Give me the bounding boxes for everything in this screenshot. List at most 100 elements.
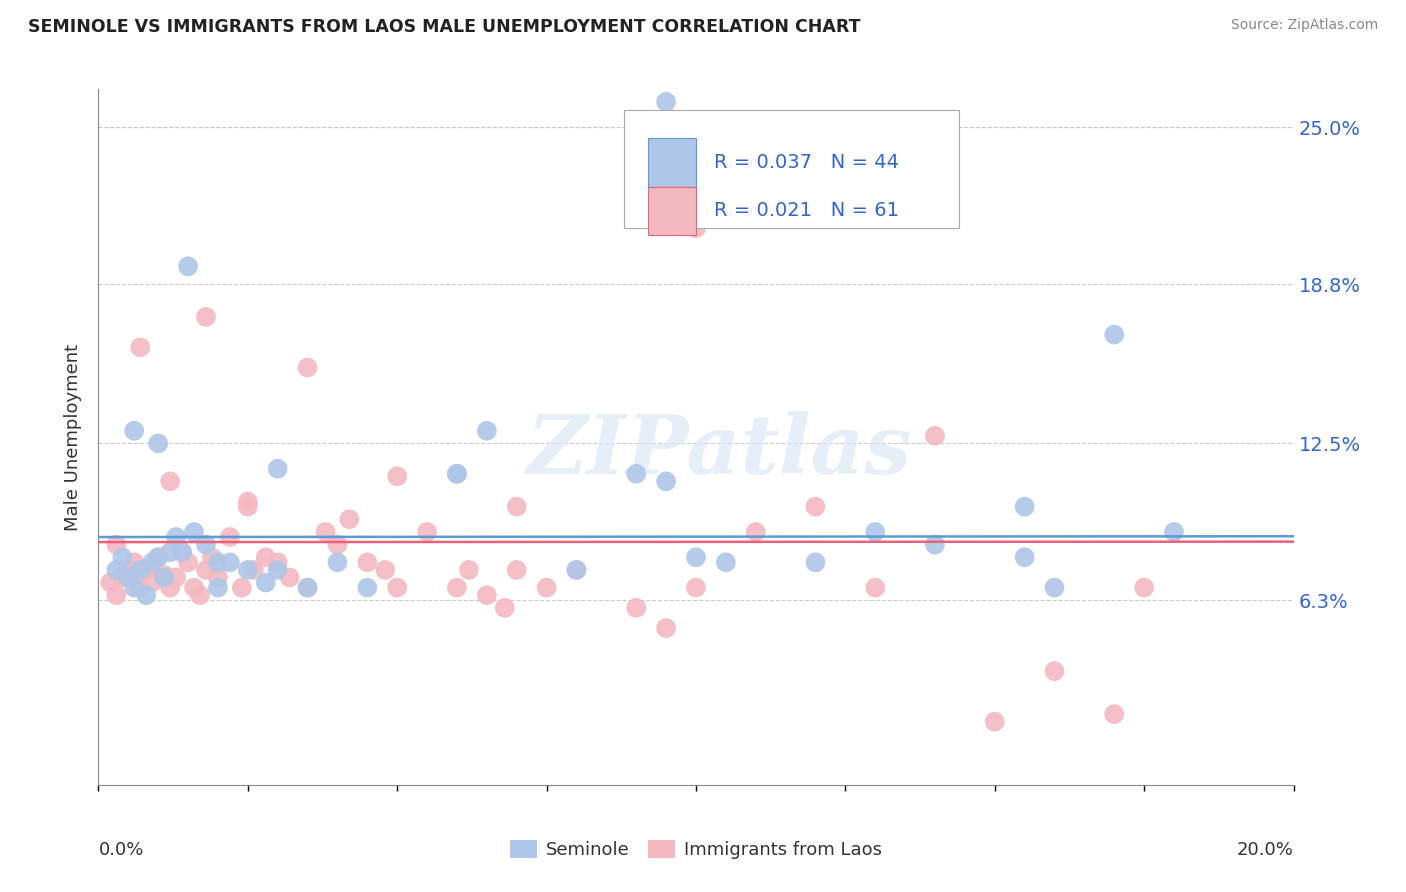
Point: [655, 621, 678, 635]
Point: [385, 581, 409, 595]
Point: [129, 563, 152, 577]
Point: [183, 524, 205, 539]
Point: [195, 310, 218, 324]
Point: [236, 494, 259, 508]
Point: [1104, 327, 1126, 342]
Point: [100, 575, 122, 590]
Point: [326, 538, 349, 552]
Point: [315, 524, 337, 539]
Point: [111, 550, 134, 565]
Point: [195, 538, 218, 552]
Point: [1014, 500, 1036, 514]
Point: [207, 555, 229, 569]
Point: [219, 555, 242, 569]
Point: [159, 475, 181, 489]
Point: [105, 563, 128, 577]
Text: 0.0%: 0.0%: [98, 840, 143, 859]
Point: [356, 581, 378, 595]
Point: [129, 340, 152, 354]
Point: [177, 555, 200, 569]
Point: [177, 260, 200, 274]
Point: [129, 581, 152, 595]
Point: [219, 530, 242, 544]
Point: [655, 95, 678, 109]
Point: [159, 545, 181, 559]
Point: [374, 563, 396, 577]
Point: [172, 545, 194, 559]
Point: [1133, 581, 1156, 595]
Point: [356, 555, 378, 569]
Point: [243, 563, 266, 577]
Point: [165, 530, 187, 544]
Point: [804, 500, 827, 514]
Point: [188, 588, 211, 602]
Point: [201, 550, 224, 565]
Point: [626, 467, 648, 481]
Legend: Seminole, Immigrants from Laos: Seminole, Immigrants from Laos: [503, 832, 889, 866]
Point: [685, 581, 707, 595]
Point: [506, 500, 529, 514]
Point: [458, 563, 481, 577]
Point: [105, 538, 128, 552]
Point: [655, 475, 678, 489]
Text: R = 0.037   N = 44: R = 0.037 N = 44: [714, 153, 898, 172]
Point: [297, 360, 319, 375]
Point: [446, 467, 468, 481]
Point: [416, 524, 439, 539]
Point: [231, 581, 253, 595]
Point: [865, 581, 887, 595]
Point: [565, 563, 588, 577]
Text: R = 0.021   N = 61: R = 0.021 N = 61: [714, 202, 898, 220]
Point: [1043, 581, 1066, 595]
Point: [446, 581, 468, 595]
Point: [475, 424, 498, 438]
Point: [207, 581, 229, 595]
Point: [1163, 524, 1185, 539]
Point: [165, 570, 187, 584]
Point: [536, 581, 558, 595]
Point: [153, 570, 176, 584]
Point: [494, 600, 516, 615]
Point: [105, 588, 128, 602]
Point: [117, 563, 139, 577]
Text: 20.0%: 20.0%: [1237, 840, 1294, 859]
Point: [148, 550, 170, 565]
Point: [159, 581, 181, 595]
Text: ZIPatlas: ZIPatlas: [527, 411, 912, 491]
Point: [475, 588, 498, 602]
Point: [565, 563, 588, 577]
FancyBboxPatch shape: [648, 138, 696, 186]
Point: [135, 563, 157, 577]
Point: [124, 555, 146, 569]
Point: [297, 581, 319, 595]
Point: [685, 550, 707, 565]
Point: [141, 575, 163, 590]
Point: [924, 429, 946, 443]
Point: [267, 555, 290, 569]
Point: [254, 550, 277, 565]
Point: [1104, 707, 1126, 722]
Point: [254, 575, 277, 590]
Point: [984, 714, 1007, 729]
Point: [195, 563, 218, 577]
Point: [278, 570, 301, 584]
Y-axis label: Male Unemployment: Male Unemployment: [65, 343, 83, 531]
Point: [124, 424, 146, 438]
Point: [446, 467, 468, 481]
Point: [124, 581, 146, 595]
Point: [148, 436, 170, 450]
Point: [148, 550, 170, 565]
Point: [172, 545, 194, 559]
Point: [117, 570, 139, 584]
Point: [207, 570, 229, 584]
Point: [1043, 664, 1066, 678]
Point: [135, 588, 157, 602]
FancyBboxPatch shape: [648, 186, 696, 235]
Point: [153, 568, 176, 582]
Point: [385, 469, 409, 483]
Point: [506, 563, 529, 577]
Point: [745, 524, 768, 539]
Point: [685, 221, 707, 235]
Point: [236, 500, 259, 514]
Point: [339, 512, 360, 526]
